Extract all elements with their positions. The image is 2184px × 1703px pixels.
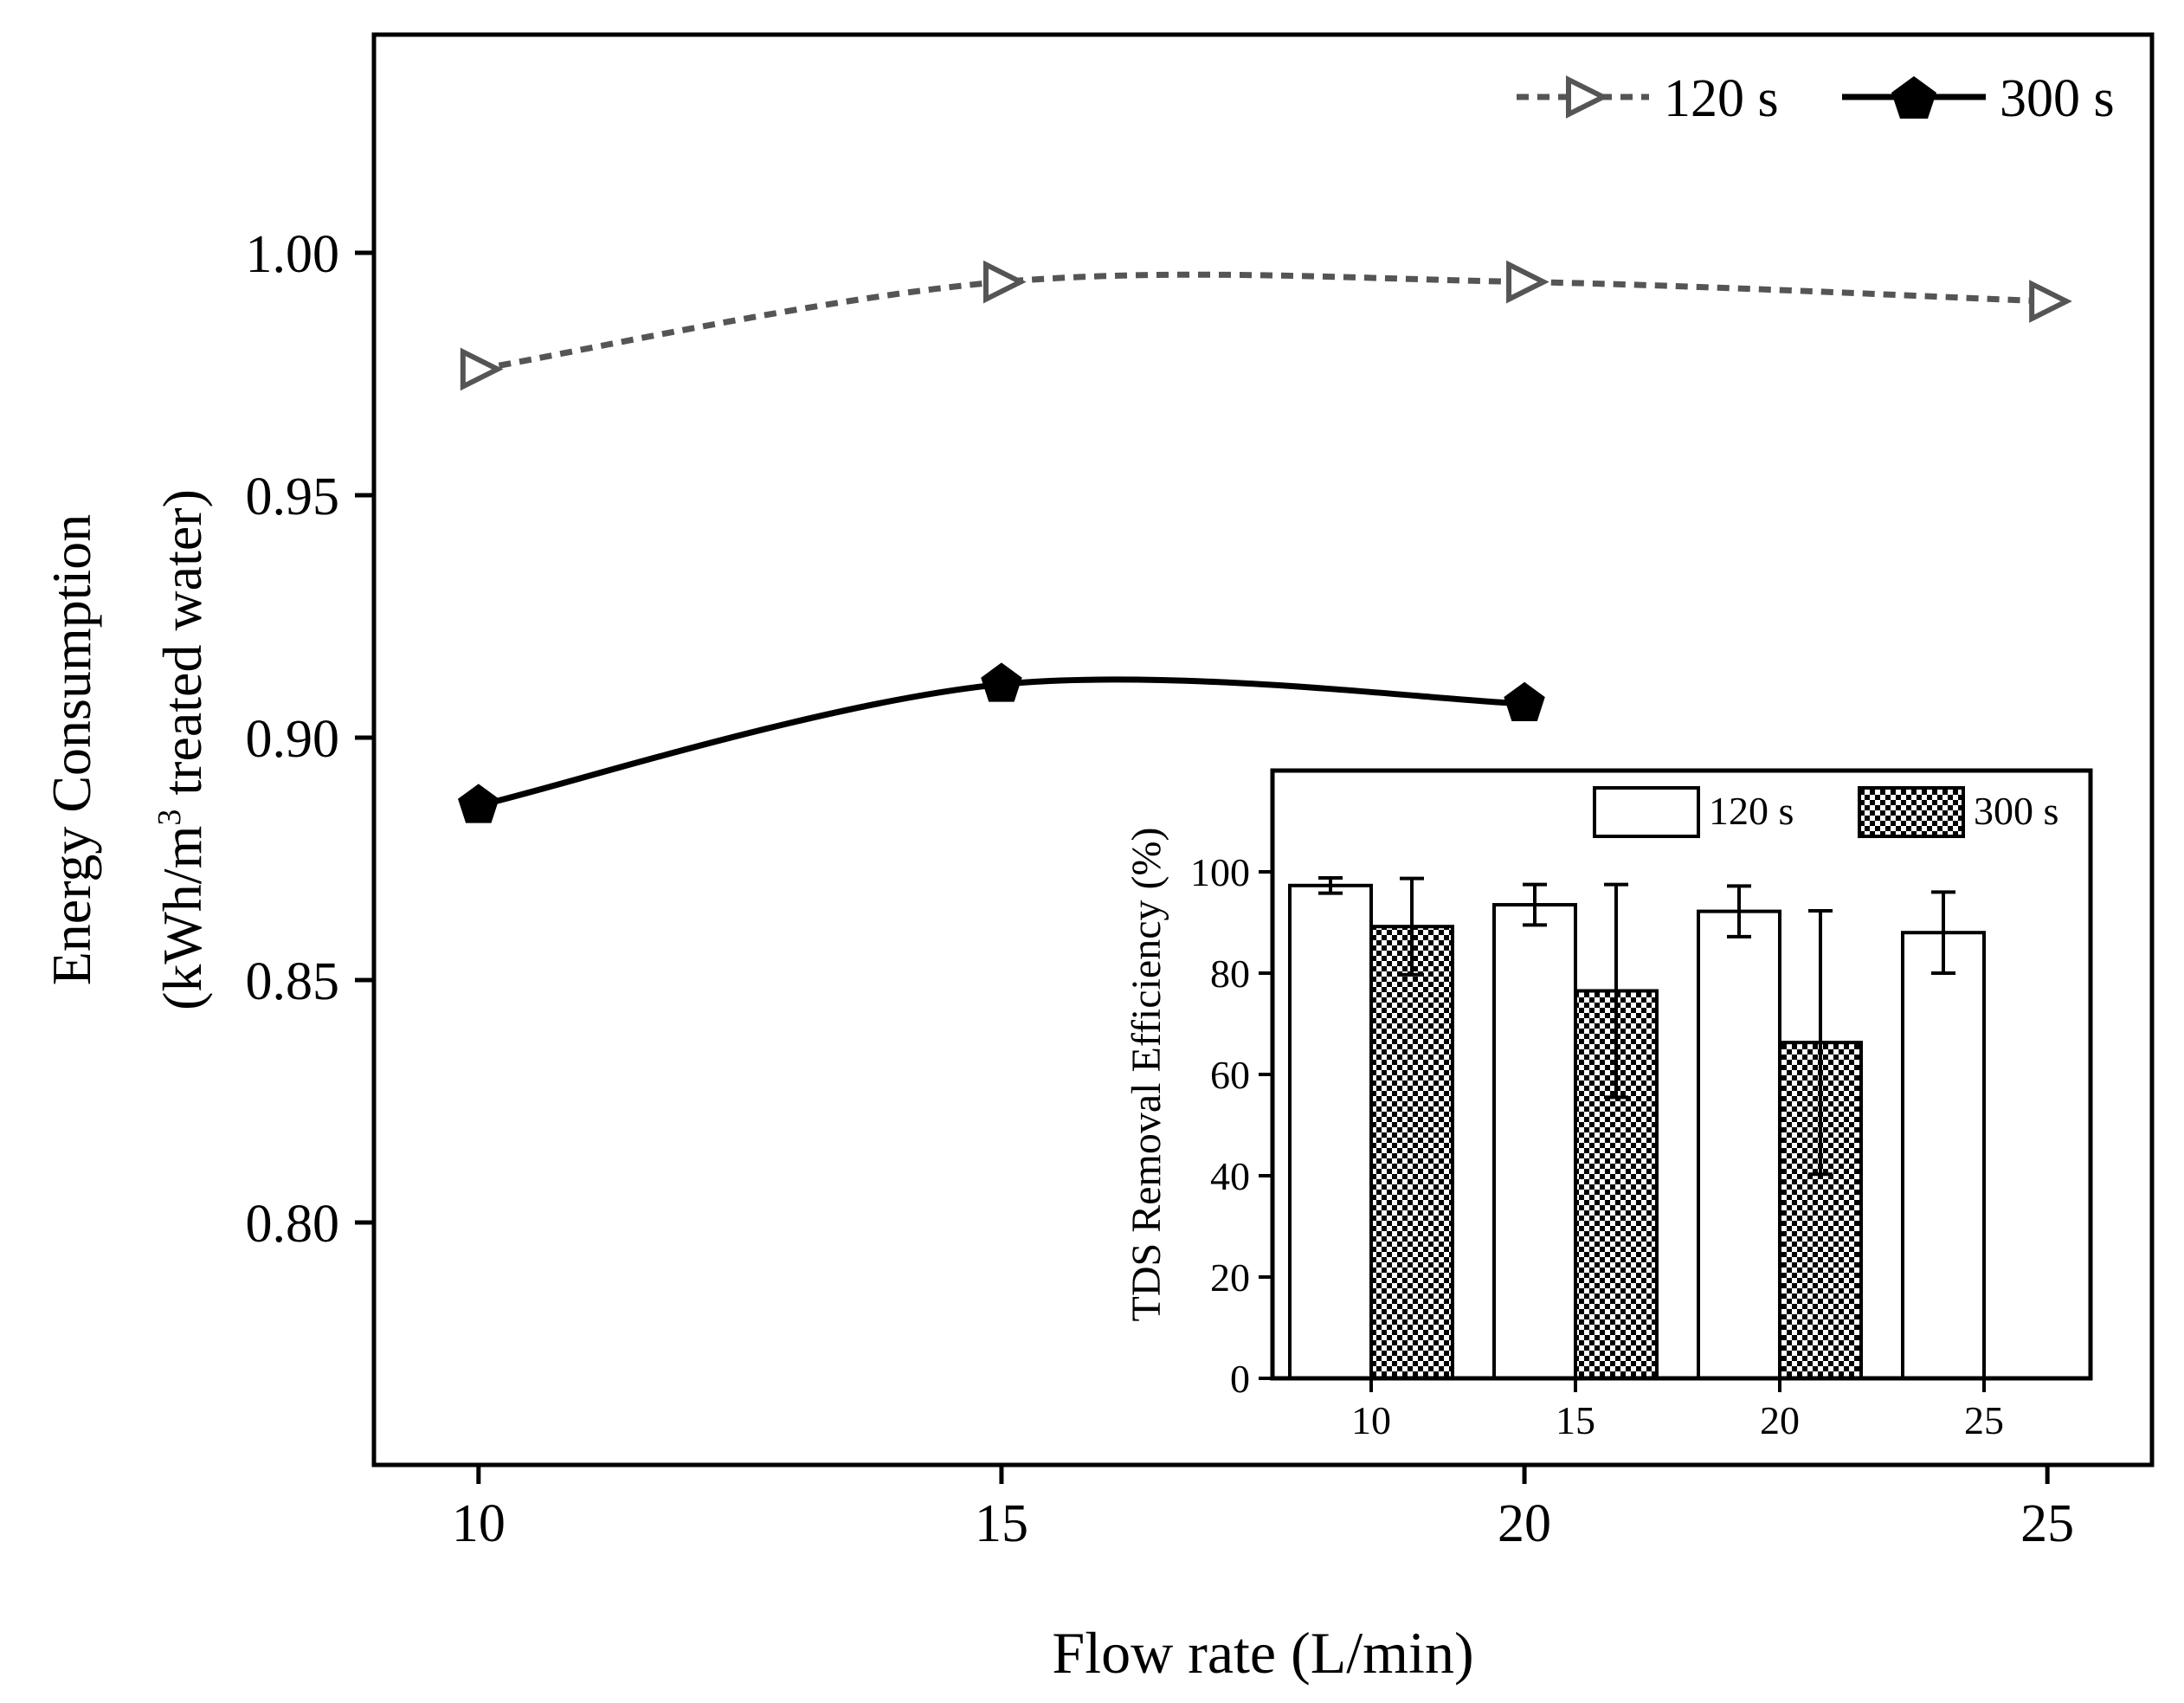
main-series	[458, 260, 2072, 823]
inset-bar-300s	[1369, 925, 1454, 1381]
inset-bar-120s	[1901, 931, 1986, 1380]
main-x-axis: 10 15 20 25	[452, 1465, 2074, 1553]
inset-legend-120-label: 120 s	[1709, 789, 1794, 833]
main-x-tick-label: 10	[452, 1494, 506, 1553]
legend-120-marker	[1566, 75, 1609, 119]
main-x-tick-label: 25	[2020, 1494, 2074, 1553]
inset-y-tick-label: 60	[1210, 1053, 1250, 1097]
inset-y-tick-label: 0	[1230, 1357, 1250, 1401]
inset-y-axis: 0 20 40 60 80 100	[1190, 850, 1272, 1401]
inset-legend-300-label: 300 s	[1974, 789, 2058, 833]
inset-y-axis-label-text: TDS Removal Efficiency (%)	[1124, 828, 1169, 1322]
data-point-300s	[1504, 681, 1545, 721]
inset-y-tick-label: 100	[1190, 850, 1250, 894]
data-point-300s	[981, 662, 1022, 702]
main-y-axis-label: Energy Consumption	[41, 514, 102, 986]
ylabel-line2-pre: (kWh/m	[151, 826, 213, 1010]
ylabel-line2-post: treated water)	[151, 489, 213, 810]
main-x-tick-label: 20	[1498, 1494, 1551, 1553]
inset-x-tick-label: 10	[1351, 1398, 1391, 1442]
inset-x-tick-label: 20	[1760, 1398, 1800, 1442]
inset-y-tick-label: 40	[1210, 1154, 1250, 1198]
main-y-axis-label-line2: (kWh/m3 treated water)	[151, 489, 213, 1010]
inset-y-tick-label: 20	[1210, 1255, 1250, 1300]
data-point-120s	[982, 260, 1027, 304]
inset-bar-120s	[1288, 883, 1373, 1380]
legend-300-label: 300 s	[2000, 69, 2115, 128]
data-point-120s	[1506, 260, 1549, 304]
inset-legend: 120 s 300 s	[1593, 786, 2058, 838]
main-plot-frame	[371, 32, 2155, 1468]
inset-plot-frame	[1270, 768, 2093, 1381]
main-y-axis-label-line1: Energy Consumption	[41, 514, 102, 986]
main-x-tick-label: 15	[975, 1494, 1028, 1553]
main-y-tick-label: 0.95	[246, 468, 340, 526]
inset-legend-300-swatch	[1858, 786, 1965, 838]
data-point-120s	[460, 347, 504, 391]
main-y-tick-label: 0.85	[246, 952, 340, 1011]
main-y-tick-label: 0.80	[246, 1195, 340, 1254]
inset-y-tick-label: 80	[1210, 951, 1250, 996]
main-chart: 0.80 0.85 0.90 0.95 1.00 10 15 20 25 Flow rate …	[41, 32, 2155, 1686]
main-y-axis-label-2: (kWh/m3 treated water)	[151, 489, 213, 1010]
inset-bars	[1288, 876, 1986, 1381]
inset-chart: 0 20 40 60 80 100 10 15 20 25 TDS Removal Effici…	[1124, 768, 2093, 1442]
inset-bar-120s	[1697, 909, 1781, 1380]
main-y-tick-label: 0.90	[246, 710, 340, 769]
main-y-axis: 0.80 0.85 0.90 0.95 1.00	[246, 225, 374, 1254]
inset-x-axis: 10 15 20 25	[1351, 1378, 2004, 1442]
main-x-axis-label: Flow rate (L/min)	[1052, 1620, 1473, 1686]
ylabel-line2-sup: 3	[151, 810, 188, 826]
inset-y-axis-label: TDS Removal Efficiency (%)	[1124, 828, 1169, 1322]
main-legend: 120 s 300 s	[1517, 69, 2115, 128]
main-y-tick-label: 1.00	[246, 225, 340, 284]
data-point-300s	[458, 784, 499, 823]
series-line-120s	[478, 271, 2048, 372]
data-point-120s	[2029, 280, 2072, 323]
inset-bar-120s	[1492, 903, 1577, 1380]
inset-legend-120-swatch	[1593, 786, 1700, 838]
inset-x-tick-label: 25	[1964, 1398, 2004, 1442]
inset-x-tick-label: 15	[1556, 1398, 1595, 1442]
legend-120-label: 120 s	[1664, 69, 1779, 128]
legend-300-marker	[1891, 76, 1936, 119]
